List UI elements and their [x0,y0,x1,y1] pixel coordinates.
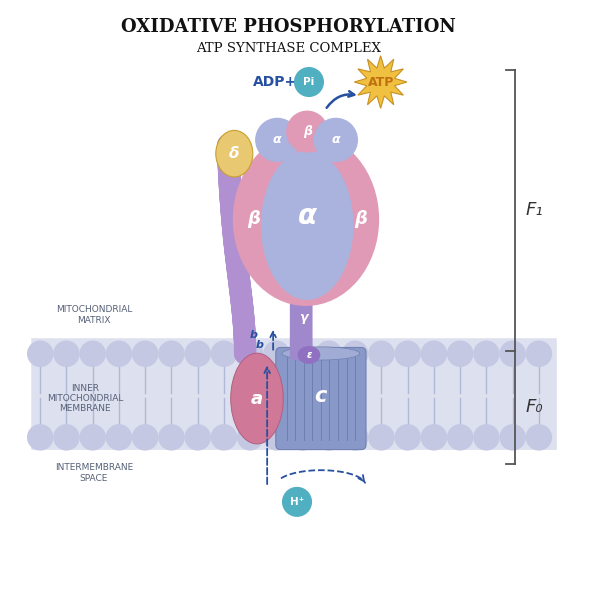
Circle shape [421,425,446,450]
Circle shape [448,341,473,366]
Circle shape [54,341,79,366]
Circle shape [526,425,551,450]
Circle shape [106,341,131,366]
Text: OXIDATIVE PHOSPHORYLATION: OXIDATIVE PHOSPHORYLATION [121,18,455,36]
Circle shape [264,425,289,450]
Circle shape [290,425,315,450]
Text: a: a [251,389,263,407]
Text: α: α [273,133,281,146]
Ellipse shape [298,346,320,364]
Text: b: b [250,329,257,340]
Circle shape [80,425,105,450]
Ellipse shape [216,130,253,177]
Circle shape [343,341,368,366]
Circle shape [474,425,499,450]
Text: F₀: F₀ [526,398,544,416]
Text: ε: ε [306,350,311,360]
Circle shape [421,341,446,366]
Circle shape [316,425,341,450]
Circle shape [287,111,328,152]
Text: β: β [247,211,260,229]
Text: F₁: F₁ [526,202,544,220]
Circle shape [316,341,341,366]
Circle shape [238,425,263,450]
Text: α: α [332,133,340,146]
Text: ATP SYNTHASE COMPLEX: ATP SYNTHASE COMPLEX [196,42,380,55]
Circle shape [28,341,53,366]
FancyBboxPatch shape [290,275,313,361]
Ellipse shape [282,347,360,360]
Circle shape [54,425,79,450]
Ellipse shape [233,133,379,306]
Text: δ: δ [229,146,239,161]
Circle shape [28,425,53,450]
Text: H⁺: H⁺ [290,497,304,507]
Text: ADP+: ADP+ [253,75,297,89]
Text: c: c [315,386,327,406]
Text: INTERMEMBRANE
SPACE: INTERMEMBRANE SPACE [55,463,133,483]
Text: α: α [298,202,317,230]
Circle shape [369,425,394,450]
Text: γ: γ [299,311,308,325]
Ellipse shape [231,353,283,444]
Circle shape [290,341,315,366]
Text: ATP: ATP [367,76,394,89]
Circle shape [185,341,210,366]
Circle shape [211,425,236,450]
Polygon shape [355,56,407,108]
Circle shape [500,425,525,450]
Text: INNER
MITOCHONDRIAL
MEMBRANE: INNER MITOCHONDRIAL MEMBRANE [47,383,123,413]
Circle shape [106,425,131,450]
FancyBboxPatch shape [31,338,557,450]
Circle shape [256,118,299,161]
Text: Pi: Pi [304,77,314,87]
Circle shape [238,341,263,366]
Circle shape [133,425,158,450]
Text: MITOCHONDRIAL
MATRIX: MITOCHONDRIAL MATRIX [56,305,132,325]
Text: β: β [355,211,367,229]
Circle shape [264,341,289,366]
Text: b: b [256,340,263,350]
Text: β: β [302,125,311,138]
FancyBboxPatch shape [276,347,366,449]
Circle shape [314,118,358,161]
Circle shape [133,341,158,366]
Ellipse shape [261,151,353,300]
Circle shape [343,425,368,450]
Circle shape [211,341,236,366]
Circle shape [474,341,499,366]
Circle shape [369,341,394,366]
Circle shape [395,341,420,366]
Circle shape [448,425,473,450]
Circle shape [295,68,323,97]
Circle shape [283,488,311,516]
Circle shape [80,341,105,366]
Circle shape [159,341,184,366]
Circle shape [526,341,551,366]
Circle shape [395,425,420,450]
Circle shape [500,341,525,366]
Circle shape [159,425,184,450]
Circle shape [185,425,210,450]
